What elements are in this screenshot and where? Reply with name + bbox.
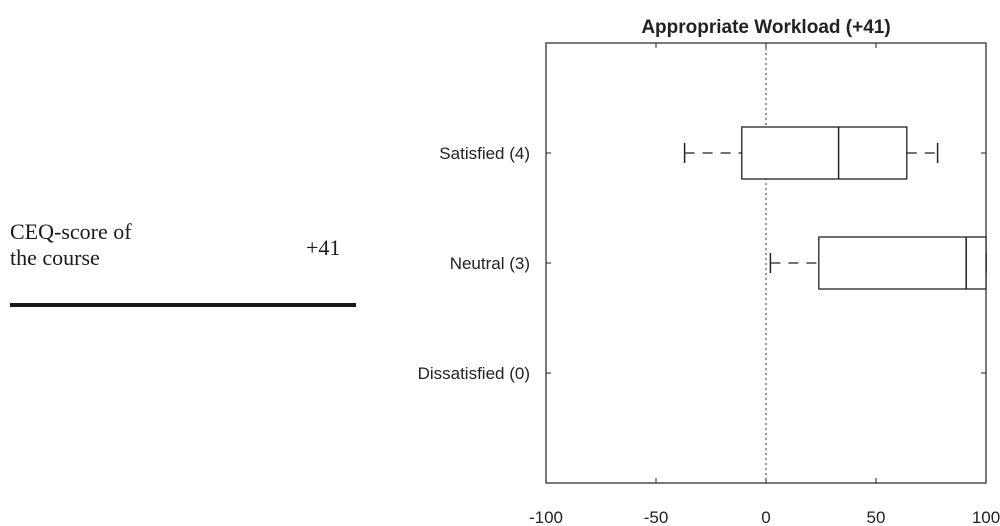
x-tick-label: -100: [529, 508, 563, 526]
ceq-score-label-line-2: the course: [10, 245, 100, 270]
divider-rule: [10, 303, 356, 307]
y-category-label: Neutral (3): [450, 254, 530, 273]
y-category-label: Dissatisfied (0): [418, 364, 530, 383]
x-tick-label: 100: [972, 508, 1000, 526]
x-tick-label: -50: [644, 508, 669, 526]
iqr-box: [818, 236, 987, 290]
ceq-score-value: +41: [306, 235, 341, 260]
y-category-label: Satisfied (4): [439, 144, 530, 163]
iqr-box: [741, 126, 908, 180]
x-tick-label: 0: [761, 508, 770, 526]
ceq-score-label-line-1: CEQ-score of: [10, 219, 132, 244]
x-tick-label: 50: [867, 508, 886, 526]
chart-title: Appropriate Workload (+41): [641, 17, 890, 38]
